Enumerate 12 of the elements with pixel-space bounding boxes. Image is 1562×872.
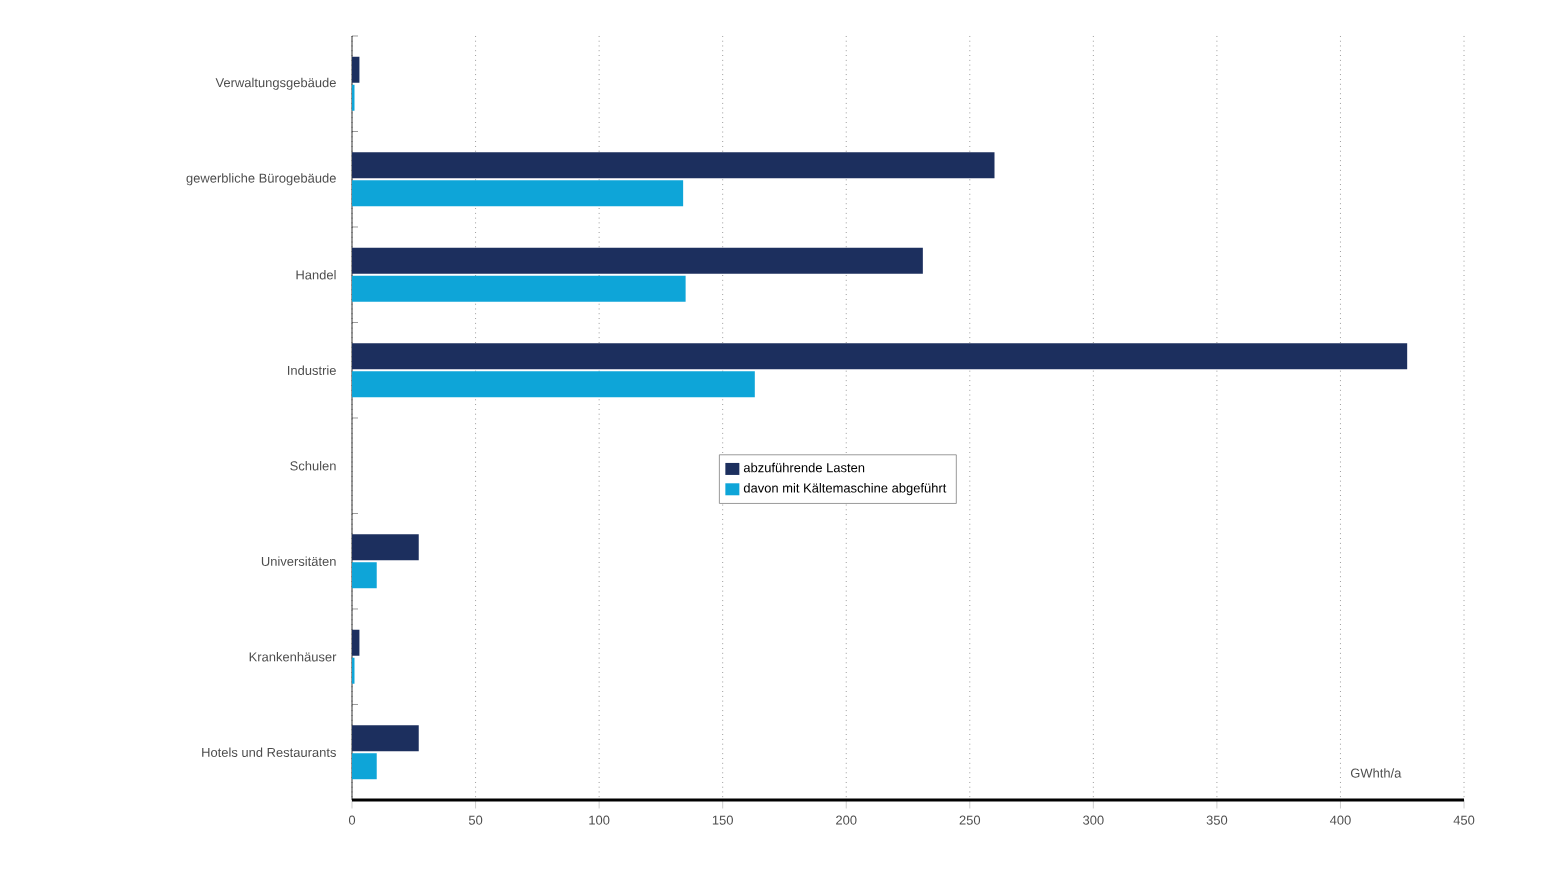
bar bbox=[352, 725, 419, 752]
bar bbox=[352, 562, 377, 589]
bar bbox=[352, 247, 923, 274]
bar bbox=[352, 371, 755, 398]
bar bbox=[352, 56, 360, 83]
bar bbox=[352, 343, 1408, 370]
bar bbox=[352, 534, 419, 561]
bar bbox=[352, 629, 360, 656]
bar bbox=[352, 753, 377, 780]
bar bbox=[352, 275, 686, 302]
bar bbox=[352, 152, 995, 179]
bar bbox=[352, 180, 684, 207]
